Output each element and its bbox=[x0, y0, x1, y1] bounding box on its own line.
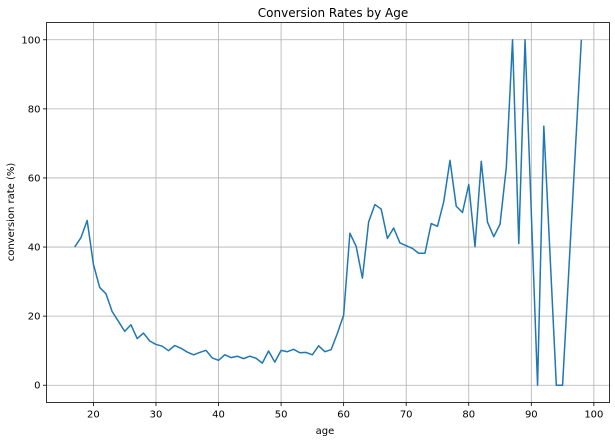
y-tick-label: 40 bbox=[28, 243, 41, 254]
x-tick-label: 30 bbox=[150, 410, 163, 421]
x-tick-label: 80 bbox=[462, 410, 475, 421]
ticks: 20 30 40 50 60 70 80 90 100 0 20 40 60 80 100 bbox=[21, 35, 603, 420]
x-tick-label: 100 bbox=[584, 410, 603, 421]
x-tick-label: 60 bbox=[337, 410, 350, 421]
x-tick-label: 20 bbox=[87, 410, 100, 421]
y-axis-title: conversion rate (%) bbox=[6, 163, 17, 262]
y-tick-label: 20 bbox=[28, 312, 41, 323]
x-tick-label: 70 bbox=[400, 410, 413, 421]
y-tick-label: 60 bbox=[28, 173, 41, 184]
y-tick-label: 80 bbox=[28, 104, 41, 115]
grid bbox=[46, 22, 610, 403]
y-tick-label: 0 bbox=[34, 381, 40, 392]
x-tick-label: 40 bbox=[212, 410, 225, 421]
x-axis-title: age bbox=[316, 426, 335, 437]
plot-frame bbox=[46, 22, 610, 403]
x-tick-label: 90 bbox=[525, 410, 538, 421]
chart-title: Conversion Rates by Age bbox=[258, 6, 408, 20]
y-tick-label: 100 bbox=[21, 35, 40, 46]
x-tick-label: 50 bbox=[275, 410, 288, 421]
series-line bbox=[74, 39, 583, 386]
